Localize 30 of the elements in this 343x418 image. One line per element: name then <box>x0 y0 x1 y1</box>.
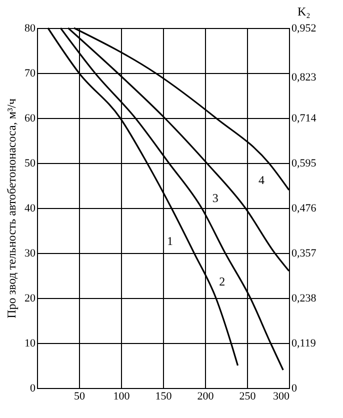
y2-tick-label: 0 <box>292 382 298 394</box>
y2-tick-label: 0,823 <box>292 71 317 84</box>
y-tick-label: 50 <box>24 158 36 170</box>
y-tick-label: 70 <box>24 68 36 80</box>
annotation: 4 <box>258 173 265 187</box>
x-tick-label: 250 <box>239 390 256 402</box>
annotation: 1 <box>167 234 173 248</box>
annotation: 2 <box>219 274 226 288</box>
y2-tick-label: 0,595 <box>292 158 317 170</box>
y2-tick-label: 0,238 <box>292 292 317 304</box>
annotation: 3 <box>212 191 218 205</box>
y2-tick-label: 0,357 <box>292 248 317 260</box>
y2-axis-title: K₂ <box>298 4 310 18</box>
y-tick-label: 0 <box>30 382 36 394</box>
x-tick-label: 100 <box>113 390 130 402</box>
y-tick-label: 20 <box>24 292 36 304</box>
y-tick-label: 40 <box>24 202 36 214</box>
y-tick-label: 80 <box>24 22 36 34</box>
y-tick-label: 60 <box>24 112 36 124</box>
y2-tick-label: 0,714 <box>292 112 317 124</box>
y-tick-label: 10 <box>24 338 36 350</box>
y2-tick-label: 0,476 <box>292 202 317 214</box>
y2-tick-label: 0,119 <box>292 338 316 350</box>
x-tick-label: 150 <box>155 390 172 402</box>
y-axis-title: Про звод тельность автобетононасоса, м³/ч <box>4 98 18 318</box>
x-tick-label: 50 <box>74 390 86 402</box>
y-tick-label: 30 <box>24 248 36 260</box>
x-tick-label: 200 <box>197 390 214 402</box>
x-tick-label: 300 <box>273 390 290 402</box>
y2-tick-label: 0,952 <box>292 22 316 34</box>
